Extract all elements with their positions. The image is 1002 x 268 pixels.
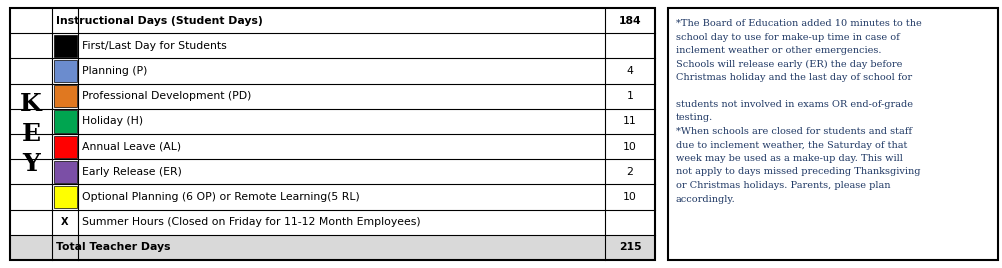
Bar — [667, 8, 997, 260]
Text: Professional Development (PD): Professional Development (PD) — [82, 91, 252, 101]
Text: *The Board of Education added 10 minutes to the: *The Board of Education added 10 minutes… — [675, 19, 921, 28]
Bar — [53, 186, 76, 208]
Text: students not involved in exams OR end-of-grade: students not involved in exams OR end-of… — [675, 100, 912, 109]
Bar — [53, 161, 76, 183]
Text: not apply to days missed preceding Thanksgiving: not apply to days missed preceding Thank… — [675, 168, 920, 177]
Bar — [10, 8, 654, 260]
Bar — [53, 60, 76, 82]
Text: accordingly.: accordingly. — [675, 195, 735, 203]
Text: 1: 1 — [626, 91, 633, 101]
Text: 10: 10 — [622, 192, 636, 202]
Text: Total Teacher Days: Total Teacher Days — [56, 242, 170, 252]
Text: K
E
Y: K E Y — [20, 92, 42, 176]
Text: Planning (P): Planning (P) — [82, 66, 147, 76]
Text: or Christmas holidays. Parents, please plan: or Christmas holidays. Parents, please p… — [675, 181, 890, 190]
Text: Optional Planning (6 OP) or Remote Learning(5 RL): Optional Planning (6 OP) or Remote Learn… — [82, 192, 360, 202]
Text: *When schools are closed for students and staff: *When schools are closed for students an… — [675, 127, 911, 136]
Text: 184: 184 — [618, 16, 640, 26]
Bar — [53, 35, 76, 57]
Text: First/Last Day for Students: First/Last Day for Students — [82, 41, 226, 51]
Text: Schools will release early (ER) the day before: Schools will release early (ER) the day … — [675, 59, 902, 69]
Text: Early Release (ER): Early Release (ER) — [82, 167, 181, 177]
Text: 215: 215 — [618, 242, 640, 252]
Text: 4: 4 — [626, 66, 633, 76]
Bar — [10, 235, 654, 260]
Text: 10: 10 — [622, 142, 636, 152]
Text: school day to use for make-up time in case of: school day to use for make-up time in ca… — [675, 32, 899, 42]
Text: due to inclement weather, the Saturday of that: due to inclement weather, the Saturday o… — [675, 140, 907, 150]
Text: Summer Hours (Closed on Friday for 11-12 Month Employees): Summer Hours (Closed on Friday for 11-12… — [82, 217, 420, 227]
Text: Holiday (H): Holiday (H) — [82, 116, 143, 126]
Text: week may be used as a make-up day. This will: week may be used as a make-up day. This … — [675, 154, 902, 163]
Text: X: X — [61, 217, 69, 227]
Text: 11: 11 — [622, 116, 636, 126]
Bar — [53, 136, 76, 158]
Text: Christmas holiday and the last day of school for: Christmas holiday and the last day of sc… — [675, 73, 911, 82]
Bar — [53, 85, 76, 107]
Bar — [53, 110, 76, 132]
Text: testing.: testing. — [675, 114, 712, 122]
Text: 2: 2 — [626, 167, 633, 177]
Text: inclement weather or other emergencies.: inclement weather or other emergencies. — [675, 46, 881, 55]
Text: Annual Leave (AL): Annual Leave (AL) — [82, 142, 181, 152]
Text: Instructional Days (Student Days): Instructional Days (Student Days) — [56, 16, 263, 26]
